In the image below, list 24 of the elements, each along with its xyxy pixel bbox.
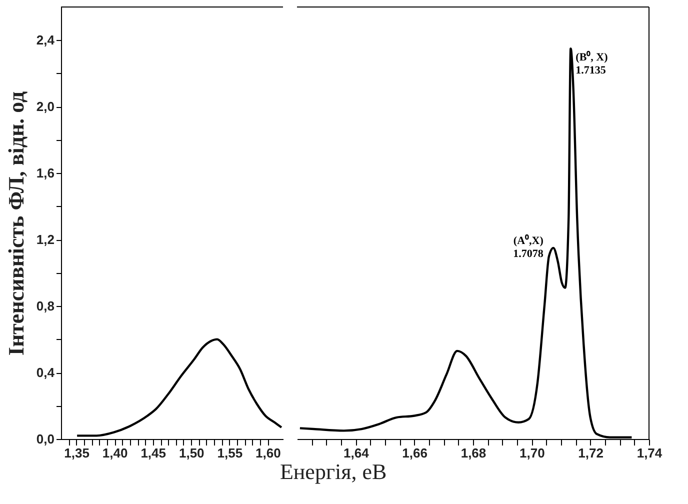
- y-tick-label: 0,8: [36, 298, 54, 314]
- y-tick-label: 0,0: [36, 432, 54, 446]
- line-series: [76, 338, 283, 437]
- x-tick-label: 1,45: [140, 446, 166, 460]
- x-tick-label: 1,74: [636, 446, 663, 460]
- x-tick-label: 1,70: [520, 446, 545, 460]
- x-tick-label: 1,50: [178, 446, 204, 460]
- y-tick-label: 1,6: [36, 166, 54, 181]
- x-tick-label: 1,72: [578, 446, 604, 460]
- x-tick-label: 1,64: [344, 446, 370, 460]
- x-tick-label: 1,60: [256, 446, 281, 460]
- y-tick-label: 0,4: [36, 365, 56, 380]
- annotation: (A⁰,X) 1.7078: [513, 234, 544, 260]
- x-tick-label: 1,66: [402, 446, 428, 460]
- y-tick-label: 2,0: [36, 99, 54, 114]
- x-tick-label: 1,40: [102, 446, 128, 460]
- y-axis-title: Інтенсивність ФЛ, відн. од: [3, 91, 28, 356]
- x-tick-label: 1,55: [217, 446, 243, 460]
- y-tick-label: 2,4: [36, 32, 56, 48]
- y-tick-label: 1,2: [36, 232, 54, 248]
- x-tick-label: 1,35: [64, 446, 90, 460]
- annotation: (B⁰, X) 1.7135: [576, 50, 608, 77]
- x-axis-title: Енергія, еВ: [280, 459, 387, 484]
- x-tick-label: 1,68: [460, 446, 486, 460]
